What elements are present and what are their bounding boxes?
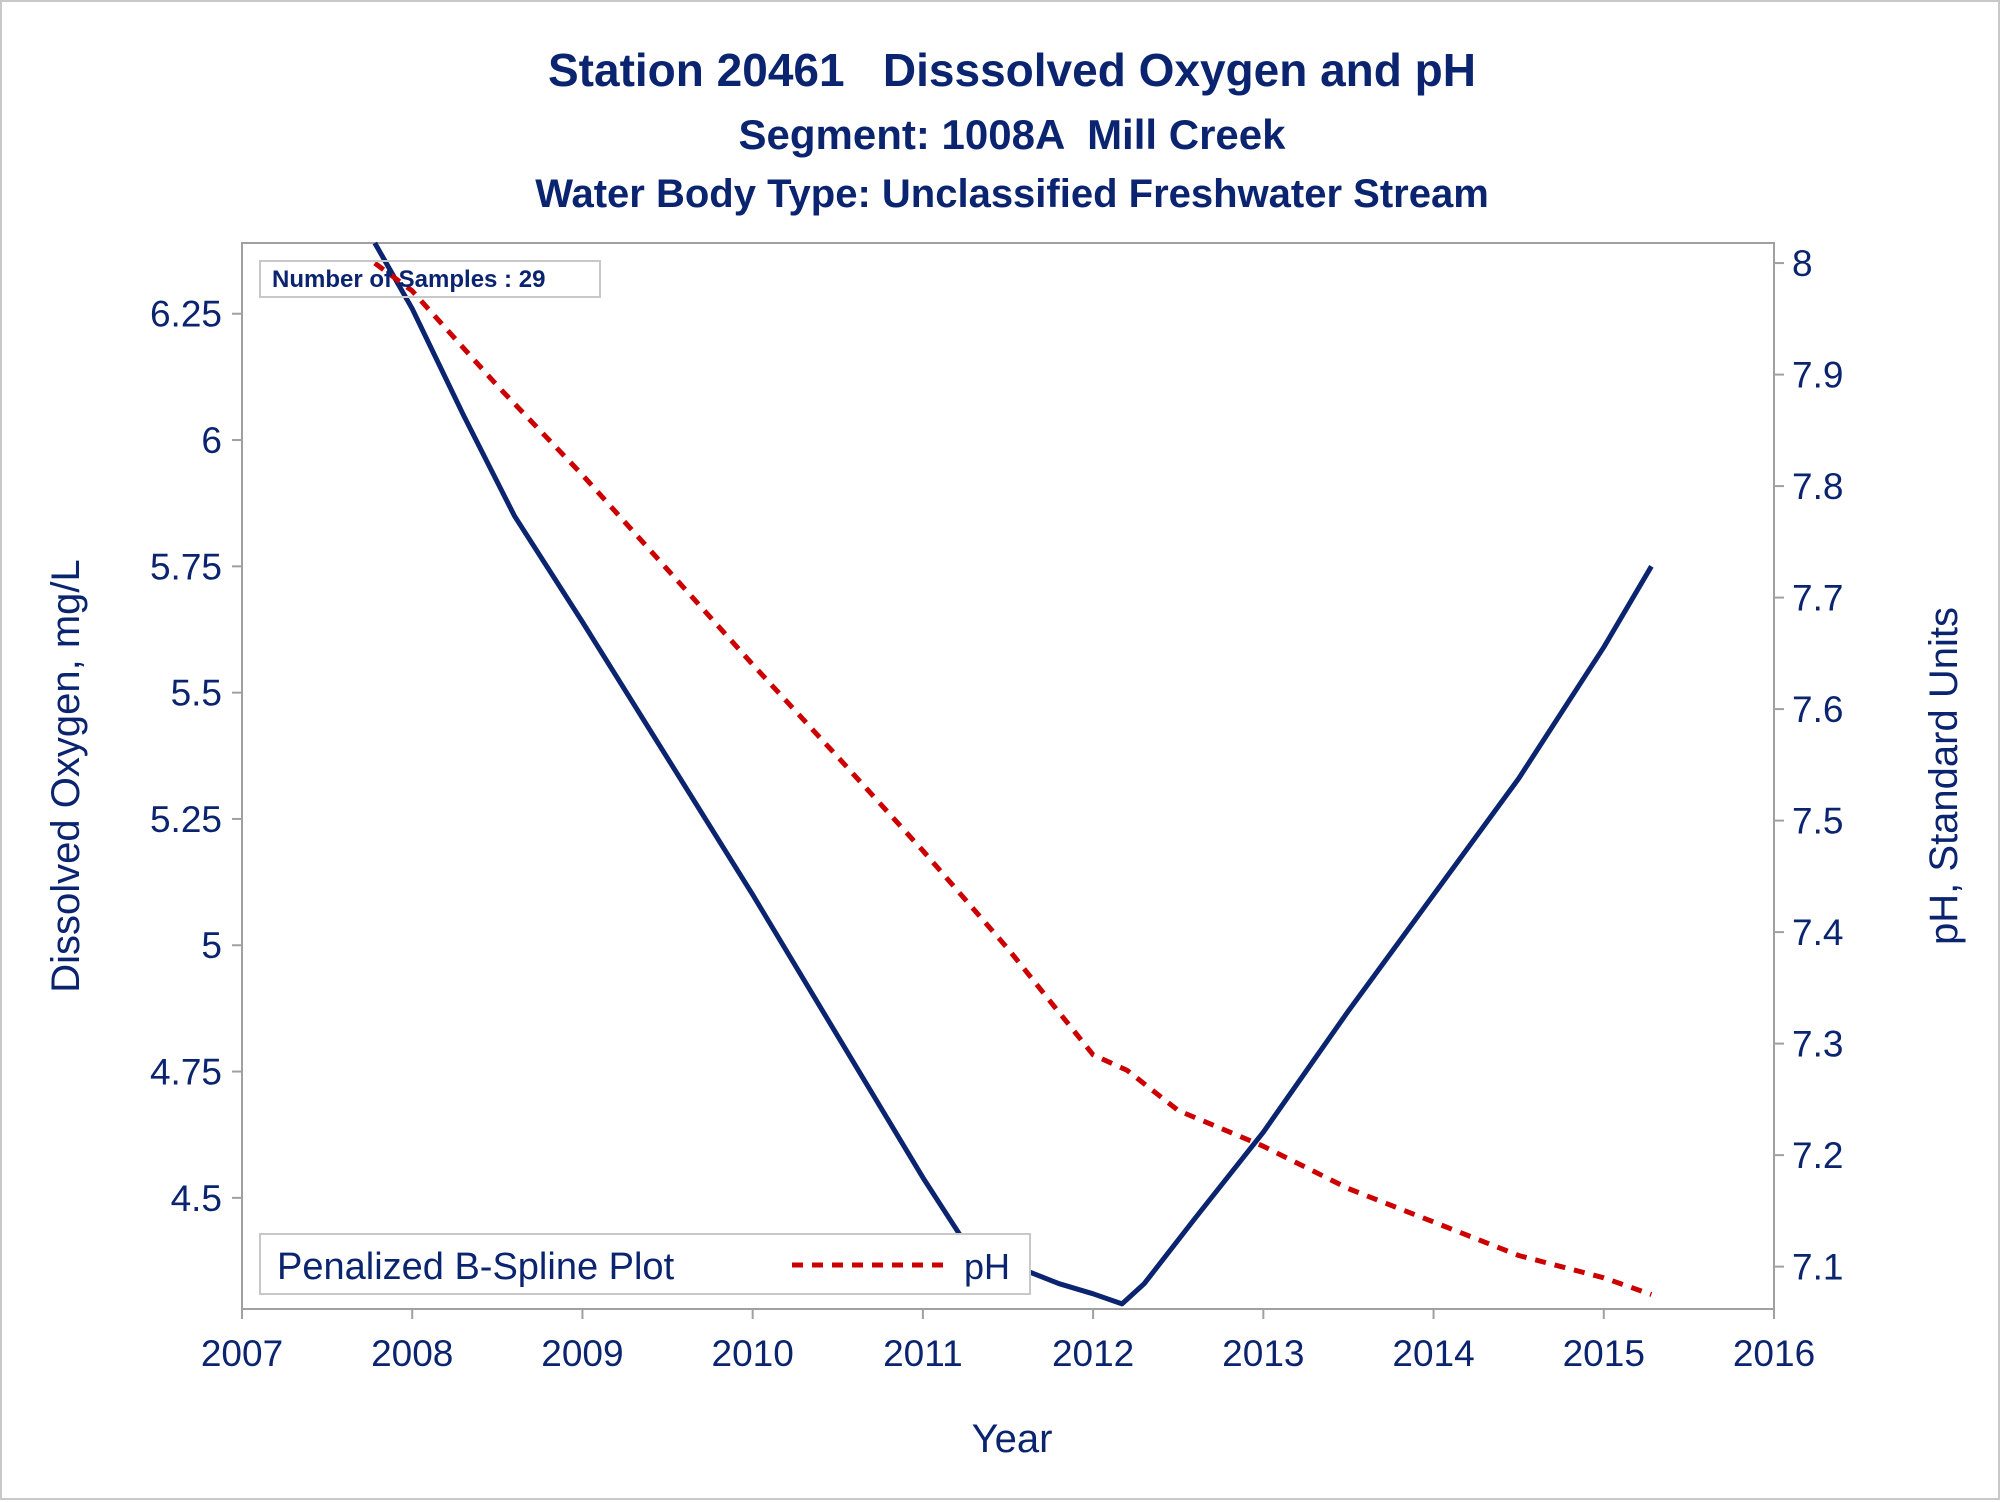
- y-left-tick-label: 6: [201, 420, 222, 461]
- y-left-tick-label: 5.75: [150, 546, 222, 587]
- samples-inset-text: Number of Samples : 29: [272, 266, 545, 293]
- chart-subtitle-segment: Segment: 1008A Mill Creek: [739, 111, 1287, 158]
- x-tick-label: 2010: [712, 1333, 794, 1374]
- y-left-tick-label: 4.75: [150, 1052, 222, 1093]
- y-left-tick-label: 4.5: [171, 1178, 222, 1219]
- chart-title: Station 20461 Disssolved Oxygen and pH: [548, 44, 1476, 96]
- x-tick-label: 2016: [1733, 1333, 1815, 1374]
- y-right-tick-label: 7.6: [1792, 689, 1843, 730]
- legend-title: Penalized B-Spline Plot: [277, 1246, 675, 1288]
- y-right-tick-label: 7.3: [1792, 1024, 1843, 1065]
- x-axis: 2007 2008 2009 2010 2011 2012 2013 2014 2015 2016: [201, 1309, 1815, 1374]
- y-left-tick-label: 5: [201, 925, 222, 966]
- legend: Penalized B-Spline Plot pH: [259, 1233, 1031, 1295]
- y-left-tick-label: 6.25: [150, 294, 222, 335]
- x-tick-label: 2011: [883, 1333, 963, 1374]
- x-tick-label: 2008: [371, 1333, 453, 1374]
- x-tick-label: 2014: [1392, 1333, 1474, 1374]
- legend-box: [259, 1233, 1031, 1295]
- x-tick-label: 2012: [1052, 1333, 1134, 1374]
- y-axis-left-label: Dissolved Oxygen, mg/L: [44, 559, 88, 993]
- samples-inset: Number of Samples : 29: [259, 260, 601, 298]
- series-ph: [373, 261, 1653, 1297]
- legend-ph-label: pH: [964, 1246, 1010, 1287]
- x-axis-label: Year: [972, 1417, 1053, 1461]
- y-right-tick-label: 7.8: [1792, 466, 1843, 507]
- x-tick-label: 2013: [1222, 1333, 1304, 1374]
- y-right-tick-label: 7.5: [1792, 801, 1843, 842]
- x-tick-label: 2009: [541, 1333, 623, 1374]
- y-right-tick-label: 7.1: [1792, 1247, 1843, 1288]
- y-left-tick-label: 5.5: [171, 673, 222, 714]
- y-right-tick-label: 7.7: [1792, 578, 1843, 619]
- y-right-tick-label: 8: [1792, 243, 1813, 284]
- samples-inset-box: [259, 260, 601, 298]
- x-tick-label: 2007: [201, 1333, 283, 1374]
- y-left-tick-label: 5.25: [150, 799, 222, 840]
- y-axis-right: 7.1 7.2 7.3 7.4 7.5 7.6 7.7 7.8 7.9 8: [1774, 243, 1843, 1288]
- x-tick-label: 2015: [1563, 1333, 1645, 1374]
- y-axis-left: 4.5 4.75 5 5.25 5.5 5.75 6 6.25: [150, 294, 242, 1219]
- chart-subtitle-waterbody: Water Body Type: Unclassified Freshwater…: [535, 172, 1489, 216]
- y-right-tick-label: 7.2: [1792, 1135, 1843, 1176]
- y-right-tick-label: 7.4: [1792, 912, 1843, 953]
- dissolved-oxygen-line: [372, 241, 1654, 1307]
- y-axis-right-label: pH, Standard Units: [1922, 607, 1966, 945]
- series-dissolved-oxygen: [372, 241, 1654, 1307]
- y-right-tick-label: 7.9: [1792, 355, 1843, 396]
- ph-line: [373, 261, 1653, 1297]
- series-layer: [372, 241, 1654, 1307]
- plot-area: [241, 242, 1775, 1310]
